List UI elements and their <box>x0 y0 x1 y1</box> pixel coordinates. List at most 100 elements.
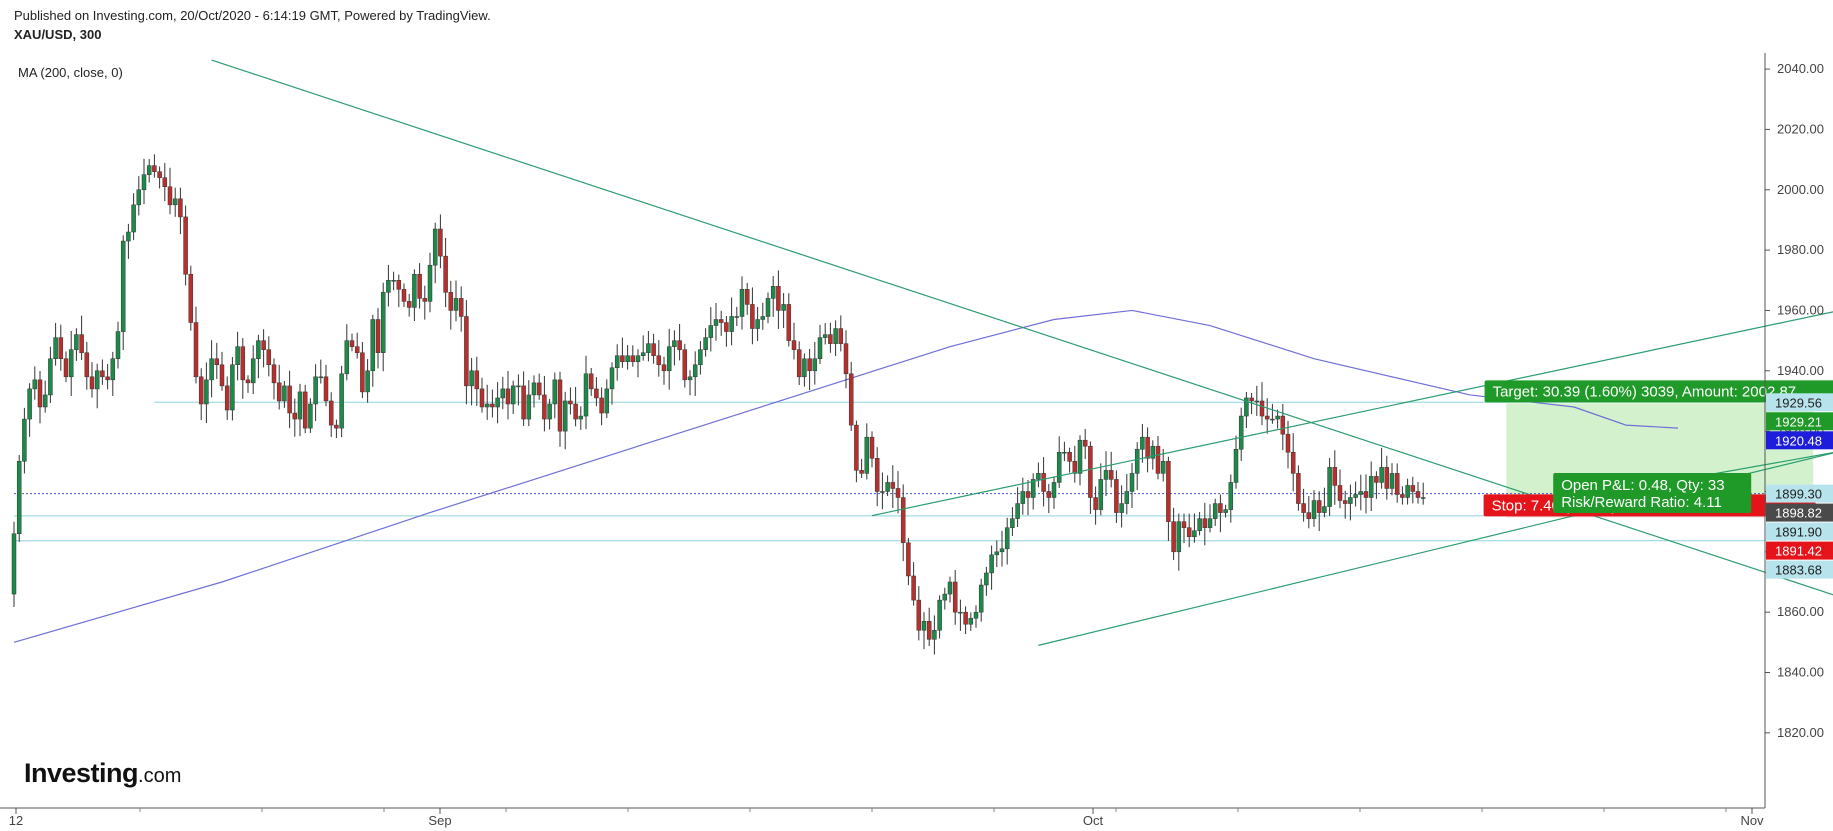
candle-body <box>1400 494 1405 498</box>
candle-body <box>443 255 448 293</box>
candle-body <box>588 373 594 390</box>
candle-body <box>1207 518 1213 528</box>
price-box-label: 1929.21 <box>1775 414 1822 429</box>
candle-body <box>682 349 688 381</box>
candle-body <box>947 581 953 595</box>
candle-body <box>354 346 360 353</box>
price-box-bg <box>1766 484 1833 503</box>
candle-body <box>713 319 719 326</box>
candle-body <box>1036 473 1041 480</box>
candle-body <box>677 340 682 350</box>
candle-body <box>542 394 547 420</box>
candle-body <box>635 355 641 362</box>
moving-average-line <box>13 309 1679 643</box>
candle-body <box>1280 415 1286 435</box>
price-box-bg <box>1766 393 1833 412</box>
candle-body <box>510 385 516 405</box>
candle-body <box>604 388 610 414</box>
candle-body <box>692 364 698 378</box>
candle-body <box>869 436 875 459</box>
candle-body <box>157 171 162 178</box>
candle-body <box>1155 445 1161 474</box>
candle-body <box>141 174 147 191</box>
candle-body <box>1145 436 1150 459</box>
candle-body <box>999 548 1005 553</box>
candle-body <box>422 298 428 302</box>
candle-body <box>848 373 854 426</box>
candle-body <box>890 482 896 489</box>
candle-body <box>1301 503 1306 513</box>
candle-body <box>1212 503 1218 519</box>
candle-body <box>240 346 246 381</box>
candle-body <box>349 340 355 347</box>
price-box-bg <box>1766 412 1833 431</box>
candle-body <box>1103 470 1109 480</box>
candle-body <box>297 391 303 420</box>
candle-body <box>469 370 474 387</box>
candle-body <box>120 240 126 332</box>
candle-body <box>1010 518 1015 528</box>
price-tick-label: 2020.00 <box>1777 121 1824 136</box>
candle-body <box>729 316 734 332</box>
candle-body <box>183 216 188 275</box>
candle-body <box>843 343 849 375</box>
price-box-label: 1898.82 <box>1775 506 1822 521</box>
candle-body <box>937 599 942 631</box>
candle-body <box>380 292 386 353</box>
chart-header: Published on Investing.com, 20/Oct/2020 … <box>14 8 491 46</box>
candle-body <box>328 400 334 426</box>
candle-body <box>131 204 136 233</box>
candle-body <box>427 264 433 302</box>
candle-body <box>401 289 407 302</box>
candle-body <box>115 331 121 359</box>
candle-body <box>318 376 324 379</box>
candle-body <box>765 298 771 317</box>
candle-body <box>16 461 22 534</box>
price-tick-label: 2000.00 <box>1777 182 1824 197</box>
price-tick-label: 2040.00 <box>1777 61 1824 76</box>
candle-body <box>791 340 797 350</box>
price-box-bg <box>1766 431 1833 450</box>
candle-body <box>256 340 261 359</box>
candle-body <box>1228 482 1234 510</box>
candle-body <box>27 388 32 420</box>
price-box-label: 1883.68 <box>1775 563 1822 578</box>
candle-body <box>656 355 662 366</box>
candle-body <box>198 376 204 405</box>
candle-body <box>666 346 672 372</box>
candle-body <box>204 379 209 405</box>
candle-body <box>1249 397 1254 402</box>
candle-body <box>703 337 708 350</box>
candle-body <box>339 373 344 429</box>
candle-body <box>79 334 84 353</box>
candle-body <box>1015 503 1020 519</box>
candle-body <box>1342 500 1348 504</box>
candle-body <box>1082 439 1088 447</box>
candle-body <box>448 292 454 311</box>
candle-body <box>1056 452 1062 483</box>
candle-body <box>214 358 220 366</box>
candle-body <box>1051 482 1057 498</box>
candle-body <box>219 364 225 387</box>
candle-body <box>1062 452 1067 454</box>
candle-body <box>568 400 573 405</box>
candle-body <box>1093 497 1098 510</box>
candle-body <box>1368 476 1374 498</box>
target-label: Target: 30.39 (1.60%) 3039, Amount: 2002… <box>1493 383 1797 400</box>
price-box-bg <box>1766 522 1833 541</box>
investing-logo: Investing.com <box>24 758 181 789</box>
candle-body <box>760 316 766 320</box>
candle-body <box>1264 415 1270 420</box>
candle-body <box>136 189 142 206</box>
candle-body <box>906 542 911 577</box>
candle-body <box>1192 530 1197 537</box>
candle-body <box>1077 439 1083 474</box>
candle-body <box>152 165 157 172</box>
candle-body <box>74 334 79 350</box>
candle-body <box>84 352 90 378</box>
candle-body <box>417 273 422 299</box>
logo-main: Investing <box>24 758 139 788</box>
candle-body <box>672 340 677 347</box>
price-tick-label: 1840.00 <box>1777 665 1824 680</box>
candle-body <box>739 289 745 317</box>
